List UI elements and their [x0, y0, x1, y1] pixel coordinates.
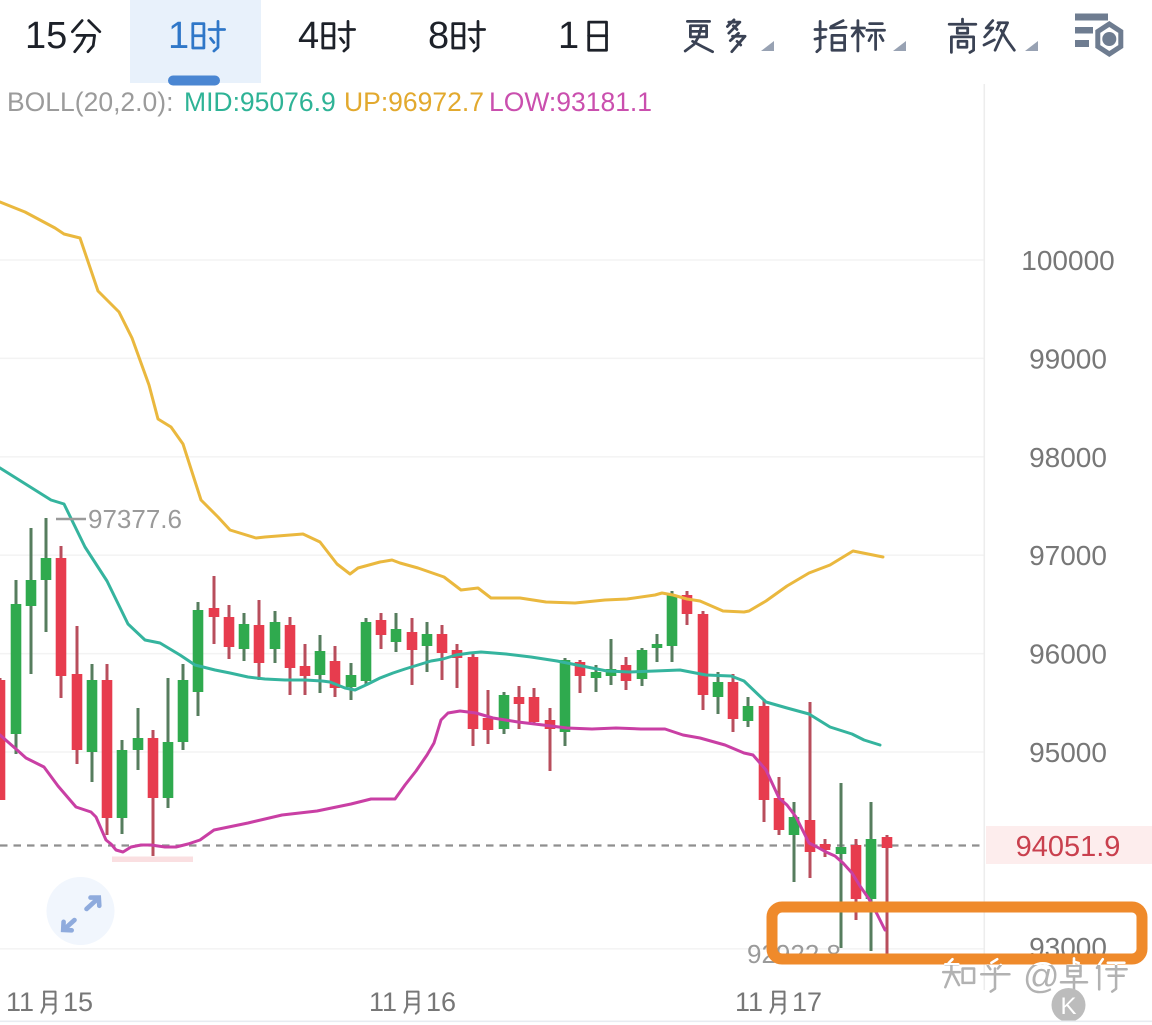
svg-text:100000: 100000	[1021, 245, 1114, 276]
svg-text:16: 16	[426, 987, 456, 1017]
svg-text:17: 17	[792, 987, 822, 1017]
svg-text:94051.9: 94051.9	[1016, 831, 1121, 863]
svg-text:97000: 97000	[1029, 540, 1107, 571]
svg-text:1: 1	[168, 15, 189, 57]
svg-text:BOLL(20,2.0):: BOLL(20,2.0):	[7, 87, 173, 117]
svg-text:1: 1	[558, 15, 579, 57]
svg-text:11: 11	[6, 987, 34, 1017]
svg-text:97377.6: 97377.6	[88, 504, 182, 534]
svg-text:96000: 96000	[1029, 639, 1107, 670]
svg-text:99000: 99000	[1029, 343, 1107, 374]
svg-text:8: 8	[428, 15, 449, 57]
svg-text:11: 11	[369, 987, 397, 1017]
svg-text:15: 15	[63, 987, 93, 1017]
svg-text:4: 4	[298, 15, 319, 57]
svg-text:@: @	[1023, 955, 1060, 996]
svg-text:MID:95076.9: MID:95076.9	[184, 87, 336, 117]
svg-text:LOW:93181.1: LOW:93181.1	[489, 87, 652, 117]
svg-text:UP:96972.7: UP:96972.7	[344, 87, 484, 117]
svg-text:98000: 98000	[1029, 442, 1107, 473]
svg-text:@: @	[1023, 955, 1060, 996]
svg-text:15: 15	[25, 15, 67, 57]
svg-text:95000: 95000	[1029, 737, 1107, 768]
svg-text:11: 11	[735, 987, 763, 1017]
svg-text:K: K	[1060, 993, 1076, 1020]
